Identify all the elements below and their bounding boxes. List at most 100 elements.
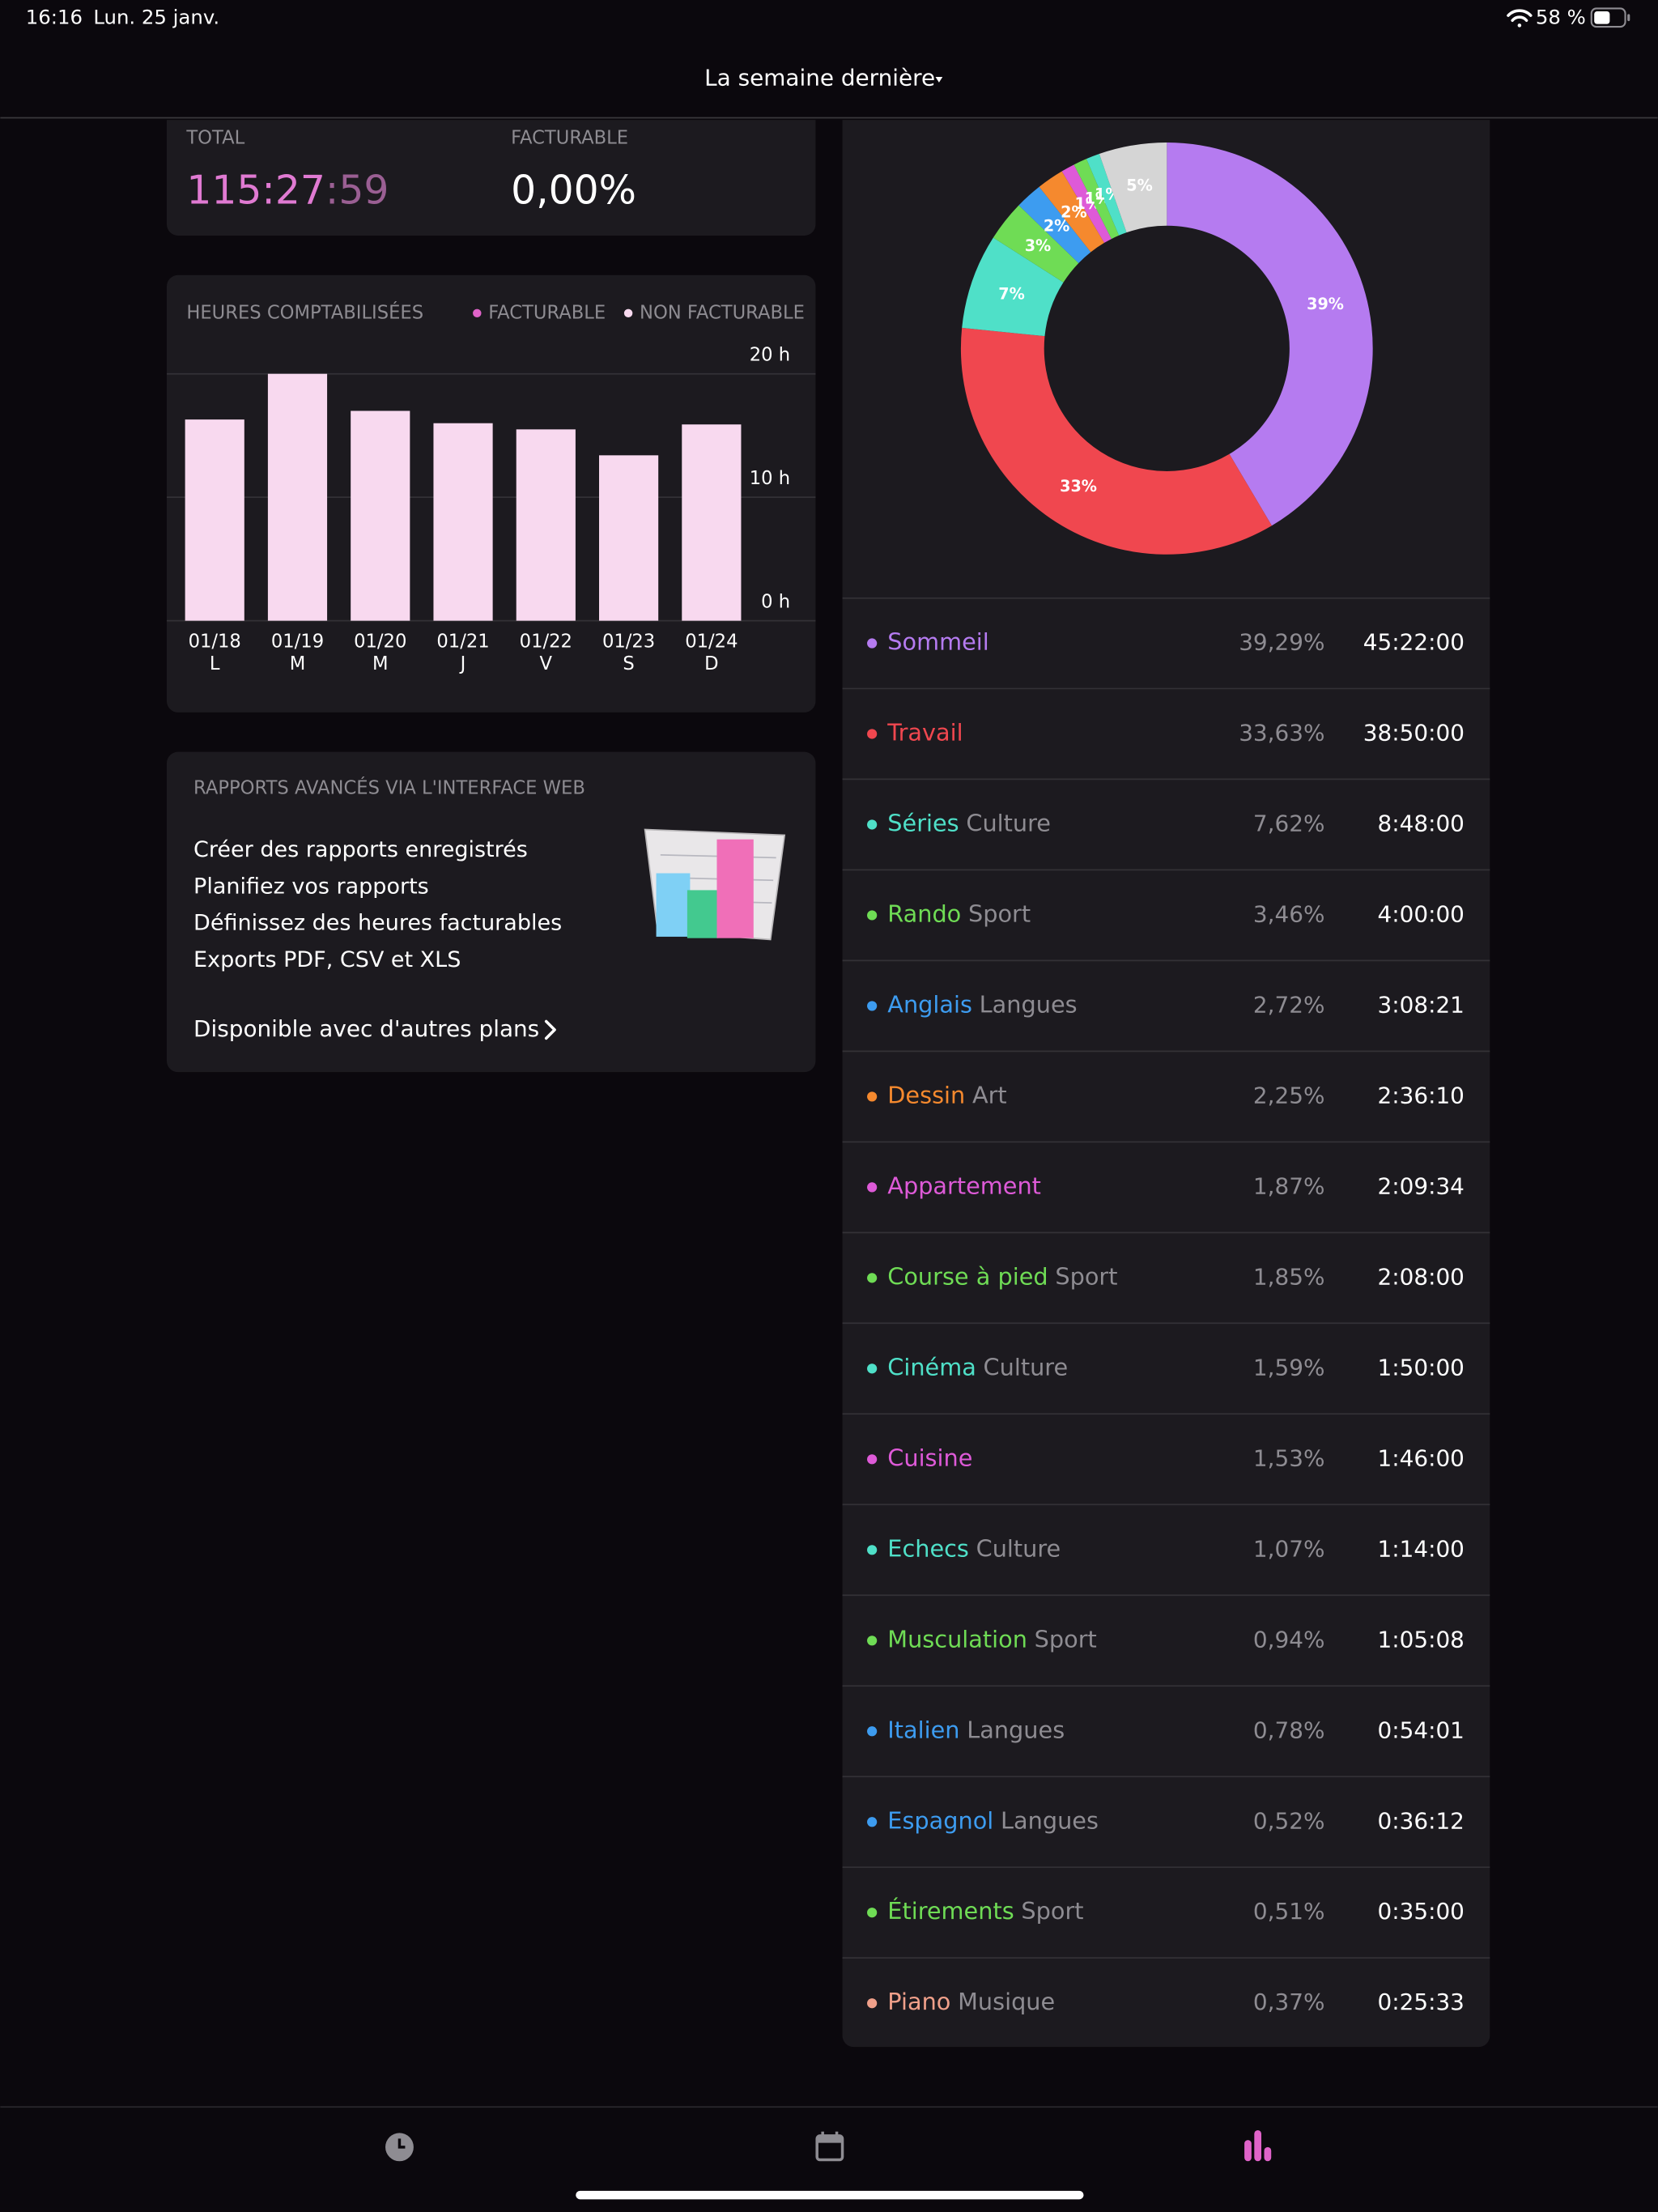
report-illustration [644,828,786,941]
row-dot [867,1454,878,1465]
promo-link[interactable]: Disponible avec d'autres plans [193,1015,539,1042]
row-percent: 2,72% [1253,991,1325,1018]
breakdown-row[interactable]: Dessin Art 2,25% 2:36:10 [842,1081,1490,1143]
tab-reports[interactable] [1244,2129,1272,2162]
header-title[interactable]: La semaine dernière [704,65,935,91]
calendar-top[interactable] [817,2135,843,2143]
breakdown-row[interactable]: Travail 33,63% 38:50:00 [842,718,1490,781]
hours-title: HEURES COMPTABILISÉES [186,300,423,323]
row-label: Dessin Art [887,1081,1006,1108]
row-dot [867,1091,878,1102]
row-dot [867,1545,878,1555]
wifi-icon [1507,9,1533,28]
x-tick-label: 01/24 [685,631,738,652]
row-category: Langues [980,990,1078,1018]
breakdown-row[interactable]: Cuisine 1,53% 1:46:00 [842,1444,1490,1506]
donut-slice [960,327,1272,555]
row-name: Anglais [887,990,972,1018]
row-duration: 0:54:01 [1378,1716,1465,1743]
row-duration: 3:08:21 [1378,991,1465,1018]
x-day-label: M [372,653,389,674]
slice-label: 5% [1126,177,1153,195]
row-label: Sommeil [887,628,988,656]
row-category: Sport [968,900,1031,927]
wifi-arc [1507,9,1533,17]
row-dot [867,1726,878,1737]
tab-timer[interactable] [385,2133,414,2162]
row-name: Echecs [887,1534,969,1562]
row-name: Espagnol [887,1806,993,1834]
row-category: Musique [958,1988,1055,2015]
legend-label: NON FACTURABLE [640,302,805,323]
row-name: Italien [887,1716,959,1743]
breakdown-row[interactable]: Musculation Sport 0,94% 1:05:08 [842,1625,1490,1687]
row-category: Sport [1021,1897,1083,1925]
donut-chart: 39%33%7%3%2%2%1%1%1% 5% [960,142,1373,555]
breakdown-row[interactable]: Italien Langues 0,78% 0:54:01 [842,1716,1490,1778]
row-percent: 7,62% [1253,810,1325,836]
summary-card [166,120,816,236]
row-percent: 0,78% [1253,1716,1325,1743]
row-percent: 1,59% [1253,1354,1325,1380]
row-percent: 3,46% [1253,900,1325,927]
breakdown-row[interactable]: Echecs Culture 1,07% 1:14:00 [842,1534,1490,1597]
row-dot [867,729,878,739]
breakdown-row[interactable]: Rando Sport 3,46% 4:00:00 [842,900,1490,962]
slice-label: 7% [998,284,1025,303]
donut-slice [1061,164,1112,243]
row-name: Cuisine [887,1444,972,1471]
row-dot [867,1998,878,2009]
donut-slice [1073,159,1120,240]
breakdown-row[interactable]: Espagnol Langues 0,52% 0:36:12 [842,1806,1490,1869]
row-name: Rando [887,900,961,927]
row-name: Cinéma [887,1353,976,1380]
row-percent: 39,29% [1239,629,1324,656]
hours-chart: FACTURABLE NON FACTURABLE 0 h 10 h 20 h 01/18… [166,302,816,674]
dropdown-caret[interactable] [935,76,943,83]
breakdown-row[interactable]: Étirements Sport 0,51% 0:35:00 [842,1897,1490,1959]
breakdown-row[interactable]: Cinéma Culture 1,59% 1:50:00 [842,1353,1490,1415]
breakdown-row[interactable]: Piano Musique 0,37% 0:25:33 [867,1988,1465,2015]
slice-label: 39% [1307,295,1344,313]
promo-line: Planifiez vos rapports [193,874,429,899]
slice-label: 2% [1044,216,1070,235]
row-label: Cinéma Culture [887,1353,1068,1380]
row-dot [867,819,878,830]
breakdown-row[interactable]: Course à pied Sport 1,85% 2:08:00 [842,1262,1490,1325]
clock-hands[interactable] [397,2138,406,2149]
row-duration: 38:50:00 [1363,719,1465,746]
row-category: Sport [1035,1625,1097,1653]
x-tick-label: 01/23 [602,631,655,652]
link-chevron[interactable] [544,1019,556,1040]
row-label: Echecs Culture [887,1534,1061,1562]
bar [516,429,576,621]
reports-bar[interactable] [1254,2129,1262,2162]
row-category: Sport [1055,1262,1117,1290]
row-dot [867,1363,878,1374]
row-name: Étirements [887,1897,1014,1925]
total-seconds: :59 [325,168,389,214]
wifi-arc [1511,15,1528,23]
row-percent: 2,25% [1253,1082,1325,1108]
row-duration: 1:50:00 [1378,1354,1465,1380]
row-label: Piano Musique [887,1988,1055,2015]
bar [267,373,328,621]
bar [682,424,742,621]
status-time: 16:16 [26,6,83,29]
breakdown-row[interactable]: Appartement 1,87% 2:09:34 [842,1172,1490,1234]
illus-bar [716,839,754,938]
x-day-label: D [704,653,718,674]
breakdown-row[interactable]: Sommeil 39,29% 45:22:00 [842,628,1490,690]
x-day-label: M [290,653,306,674]
row-percent: 1,07% [1253,1535,1325,1562]
x-tick-label: 01/20 [354,631,406,652]
donut-slice [1167,142,1373,526]
breakdown-row[interactable]: Anglais Langues 2,72% 3:08:21 [842,990,1490,1053]
breakdown-row[interactable]: Séries Culture 7,62% 8:48:00 [842,809,1490,871]
reports-bar[interactable] [1244,2140,1252,2162]
reports-bar[interactable] [1264,2146,1272,2162]
donut-slice [993,205,1079,283]
donut-slice [1086,154,1127,236]
tab-calendar[interactable] [815,2131,844,2162]
row-dot [867,1001,878,1011]
